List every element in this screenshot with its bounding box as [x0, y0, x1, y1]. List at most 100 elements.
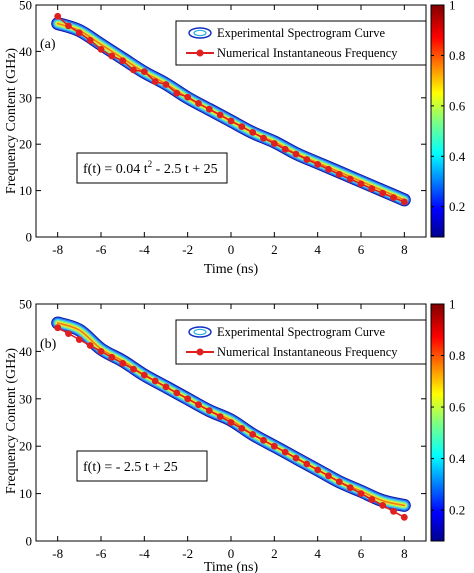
x-tick-label: 6: [358, 242, 365, 257]
x-tick-label: 8: [401, 546, 408, 561]
colorbar-tick-label: 1: [449, 0, 456, 13]
x-tick-label: 0: [228, 242, 235, 257]
data-point: [65, 330, 72, 337]
colorbar-gradient: [430, 4, 445, 238]
y-tick-labels: 0 10 20 30 40 50: [19, 297, 426, 549]
data-point: [292, 454, 300, 462]
legend-box: [175, 319, 427, 365]
data-point: [86, 342, 94, 349]
data-point: [130, 66, 137, 74]
x-axis-label: Time (ns): [204, 560, 259, 573]
data-point: [303, 156, 311, 163]
x-tick-label: 4: [314, 242, 321, 257]
panel-label: (b): [40, 337, 57, 352]
legend-entry-line: Numerical Instantaneous Frequency: [217, 345, 398, 359]
data-point: [314, 466, 322, 474]
legend: Experimental Spectrogram Curve Numerical…: [175, 319, 427, 365]
legend-entry-contour: Experimental Spectrogram Curve: [217, 26, 385, 40]
data-point: [335, 478, 343, 486]
data-point: [173, 389, 181, 397]
data-point: [54, 324, 62, 332]
data-point: [119, 57, 127, 65]
data-point: [97, 46, 105, 53]
data-point: [119, 359, 127, 367]
data-point: [260, 436, 267, 444]
equation-frame: [76, 450, 208, 482]
data-point: [151, 78, 159, 85]
data-point: [108, 52, 116, 60]
data-point: [335, 171, 343, 178]
data-point: [379, 189, 387, 197]
data-point: [97, 348, 105, 355]
data-point: [390, 194, 397, 202]
y-tick-label: 20: [19, 137, 32, 152]
colorbar: 0.2 0.4 0.6 0.8 1: [430, 0, 466, 238]
data-point: [86, 36, 94, 44]
data-point: [75, 29, 83, 37]
data-point: [140, 68, 148, 75]
data-point: [379, 502, 387, 509]
x-tick-label: -2: [182, 546, 193, 561]
colorbar: 0.2 0.4 0.6 0.8 1: [430, 297, 466, 542]
data-point: [173, 89, 181, 97]
data-point: [314, 161, 322, 168]
data-point: [325, 472, 332, 480]
data-point: [400, 513, 408, 521]
data-point: [162, 81, 170, 88]
data-point: [140, 371, 148, 379]
y-axis-label: Frequency Content (GHz): [4, 48, 19, 195]
data-point: [357, 490, 365, 497]
x-tick-label: 6: [358, 546, 365, 561]
x-tick-label: -2: [182, 242, 193, 257]
contour-legend-icon: [188, 326, 212, 338]
x-tick-label: -4: [139, 242, 150, 257]
legend-entry-contour: Experimental Spectrogram Curve: [217, 325, 385, 339]
data-point: [270, 140, 278, 147]
data-point: [108, 353, 116, 361]
legend: Experimental Spectrogram Curve Numerical…: [175, 20, 427, 66]
data-point: [65, 22, 72, 30]
contour-legend-icon-inner: [193, 29, 207, 37]
colorbar-tick-label: 0.4: [449, 149, 466, 164]
x-tick-label: -8: [52, 242, 63, 257]
x-tick-label: 2: [271, 242, 278, 257]
data-point: [184, 93, 192, 101]
y-tick-label: 50: [19, 297, 32, 312]
data-point: [195, 401, 202, 409]
colorbar-tick-label: 0.6: [449, 400, 466, 415]
equation-box: f(t) = - 2.5 t + 25: [76, 450, 208, 482]
data-point: [184, 395, 192, 403]
x-tick-labels: -8 -6 -4 -2 0 2 4 6 8: [52, 5, 408, 257]
x-axis-label: Time (ns): [204, 262, 259, 277]
x-tick-label: 8: [401, 242, 408, 257]
colorbar-tick-label: 0.2: [449, 503, 465, 518]
colorbar-tick-label: 1: [449, 297, 456, 312]
contour-legend-icon-inner: [193, 328, 207, 336]
data-point: [249, 431, 257, 438]
x-tick-label: -6: [96, 242, 107, 257]
y-tick-label: 30: [19, 90, 32, 105]
data-point: [130, 365, 137, 373]
colorbar-tick-label: 0.8: [449, 48, 465, 63]
data-point: [227, 117, 235, 125]
data-point: [216, 413, 224, 420]
x-tick-label: 2: [271, 546, 278, 561]
y-tick-label: 40: [19, 344, 32, 359]
data-point: [205, 105, 213, 113]
y-tick-label: 0: [26, 230, 33, 245]
data-point: [390, 508, 397, 515]
data-point: [249, 129, 257, 136]
data-point: [75, 336, 83, 343]
data-point: [303, 460, 311, 468]
x-tick-label: -8: [52, 546, 63, 561]
data-point: [260, 134, 267, 142]
x-tick-label: 0: [228, 546, 235, 561]
colorbar-gradient: [430, 303, 445, 542]
x-tick-label: 4: [314, 546, 321, 561]
data-point: [357, 180, 365, 188]
equation-frame: [76, 152, 228, 184]
y-tick-label: 40: [19, 44, 32, 59]
colorbar-tick-label: 0.4: [449, 451, 466, 466]
data-point: [281, 448, 289, 456]
y-tick-label: 10: [19, 486, 32, 501]
